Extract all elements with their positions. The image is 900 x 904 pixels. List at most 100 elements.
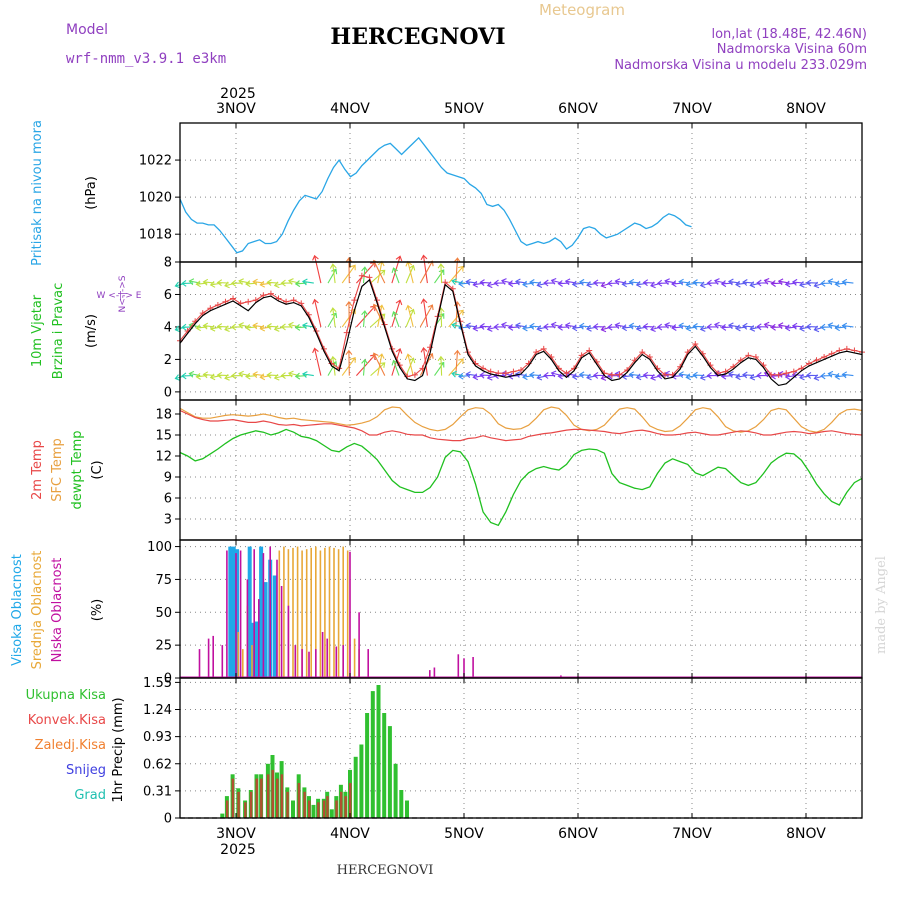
ytick-label: 8 (164, 256, 172, 271)
wind-arrow (472, 373, 485, 381)
wind-arrow (355, 354, 376, 376)
cloud-bar-srednja (310, 547, 312, 678)
cloud-mid-label: Srednja Oblacnost (30, 551, 45, 670)
wind-panel: 0 2 4 6 8 10m Vjetar Brzina i Pravac (m/s) W… (30, 254, 865, 400)
precip-panel: 0 0.31 0.62 0.93 1.24 1.55 Ukupna Kisa Konvek… (26, 676, 862, 827)
wind-arrow (345, 349, 353, 376)
dewpt-label: dewpt Temp (70, 430, 85, 509)
cloud-panel: 0 25 50 75 100 Visoka Oblacnost Srednja Obla… (10, 540, 862, 687)
gust-marker (427, 344, 434, 351)
wind-arrow (586, 281, 598, 288)
gust-marker (502, 370, 509, 377)
coords-text: lon,lat (18.48E, 42.46N) (711, 27, 867, 42)
cloud-bar-srednja (337, 549, 340, 678)
precip-bar-conv (280, 774, 284, 819)
cloud-bar-srednja (292, 547, 294, 678)
cloud-bar-niska (308, 651, 310, 678)
wind-arrow (420, 298, 428, 327)
wind-arrow (327, 312, 338, 328)
wind-arrow (635, 373, 648, 381)
wind-arrow (405, 357, 416, 376)
sfc-temp-label: SFC Temp (50, 438, 65, 502)
wind-arrow (372, 352, 386, 376)
gust-marker (518, 366, 524, 373)
pressure-grid (180, 123, 862, 262)
bottom-day-label: 7NOV (672, 826, 712, 842)
cloud-bar-niska (280, 586, 283, 678)
top-day-label: 3NOV (216, 101, 256, 117)
precip-total-label: Ukupna Kisa (26, 688, 106, 703)
ytick-label: 75 (155, 573, 172, 588)
precip-bar-conv (266, 774, 270, 819)
dewpt-line (179, 428, 863, 527)
cloud-bar-niska (235, 553, 237, 678)
cloud-bar-niska (294, 645, 297, 678)
wind-arrow (405, 308, 416, 328)
gust-marker (783, 370, 790, 377)
wind-arrow (472, 324, 485, 332)
precip-bar-conv (225, 800, 229, 818)
precip-bar-conv (297, 783, 301, 818)
precip-bar-conv (349, 783, 352, 818)
wind-arrow (209, 324, 222, 332)
meteogram-subtitle: Meteogram (539, 1, 625, 19)
wind-arrow (841, 278, 854, 286)
cloud-bars (180, 546, 862, 678)
cloud-bar-niska (207, 638, 210, 678)
top-day-label: 7NOV (672, 101, 712, 117)
top-day-label: 4NOV (330, 101, 370, 117)
wind-unit: (m/s) (84, 314, 99, 348)
cloud-bar-niska (321, 632, 324, 678)
cloud-bar-srednja (305, 549, 308, 678)
bottom-day-label: 4NOV (330, 826, 370, 842)
wind-arrow (312, 298, 322, 328)
cloud-bar-srednja (315, 546, 317, 678)
cloud-bar-srednja (353, 638, 356, 678)
precip-ylabel: 1hr Precip (mm) (111, 697, 126, 802)
wind-arrow (405, 264, 416, 284)
gust-marker (351, 297, 358, 304)
cloud-bar-niska (221, 645, 224, 678)
cloud-bar-srednja (328, 546, 331, 678)
wind-arrow (685, 373, 698, 381)
precip-bar-conv (276, 778, 279, 818)
gust-marker (245, 298, 252, 305)
precip-bar-total (220, 813, 225, 818)
gust-marker (608, 371, 615, 378)
top-day-label: 8NOV (786, 101, 826, 117)
wind-arrow (370, 362, 386, 377)
ytick-label: 1020 (139, 191, 172, 206)
cloud-bar-niska (262, 553, 265, 678)
ytick-label: 0.31 (143, 784, 172, 799)
cloud-bar-niska (226, 550, 228, 678)
pressure-ylabel: Pritisak na nivou mora (30, 120, 45, 266)
wind-arrow (586, 373, 598, 381)
bottom-day-label: 8NOV (786, 826, 826, 842)
top-day-label: 5NOV (444, 101, 484, 117)
elevation-text: Nadmorska Visina 60m (717, 42, 867, 57)
cloud-bar-niska (315, 649, 317, 678)
gust-marker (616, 371, 623, 378)
wind-arrow (355, 261, 376, 284)
page-title: HERCEGNOVI (330, 24, 505, 50)
cloud-bar-niska (349, 551, 351, 678)
cloud-bar-niska (457, 654, 460, 678)
wind-arrow (301, 322, 314, 330)
cloud-bar-srednja (324, 547, 326, 678)
wind-arrow (420, 346, 428, 376)
cloud-bar-niska (335, 646, 338, 678)
cloud-bar-visoka (231, 546, 236, 678)
ytick-label: 12 (155, 450, 172, 465)
wind-arrow (209, 373, 222, 381)
top-year-label: 2025 (220, 86, 256, 102)
ytick-label: 18 (155, 408, 172, 423)
ytick-label: 1.24 (143, 703, 172, 718)
cloud-bar-srednja (283, 546, 285, 678)
precip-bar-total (387, 726, 392, 818)
cloud-bar-niska (367, 649, 369, 678)
precip-bar-conv (237, 791, 240, 819)
precip-bar-total (393, 763, 398, 819)
gust-marker (790, 368, 797, 375)
cloud-bar-visoka (228, 546, 233, 678)
